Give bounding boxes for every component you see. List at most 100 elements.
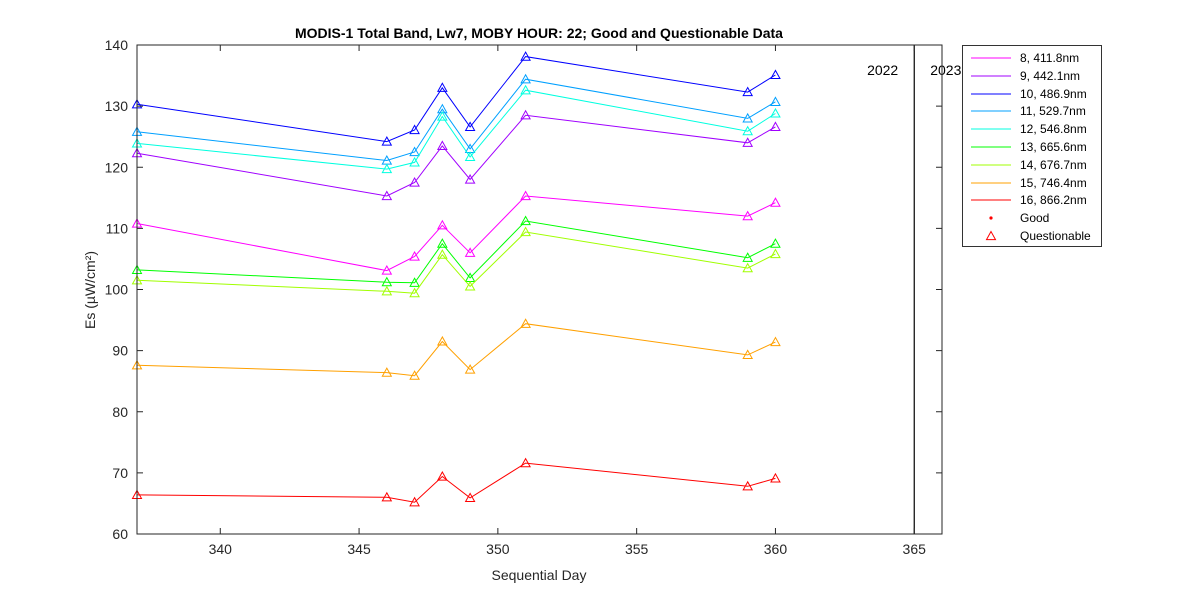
data-point [770, 197, 781, 207]
data-point [381, 276, 393, 287]
series-line [136, 114, 776, 197]
data-point [770, 121, 781, 132]
legend-item-1: 8, 411.8nm [963, 49, 1103, 67]
legend-swatch [969, 102, 1013, 120]
y-tick-label: 60 [112, 526, 128, 542]
legend-swatch [969, 138, 1013, 156]
x-tick-label: 340 [209, 541, 233, 557]
data-point [520, 73, 531, 84]
data-point [436, 219, 448, 230]
series-layer [131, 51, 781, 507]
plot-area [137, 45, 942, 534]
data-point [770, 96, 781, 106]
legend-label: Good [1020, 211, 1050, 226]
legend-item-7: 14, 676.7nm [963, 156, 1103, 174]
series-line [136, 231, 776, 294]
legend-item-4: 11, 529.7nm [963, 102, 1103, 120]
data-point [436, 249, 448, 259]
data-point [770, 238, 781, 248]
data-point [464, 151, 476, 161]
legend-label: 13, 665.6nm [1020, 140, 1087, 154]
legend-swatch [969, 120, 1013, 138]
data-point [520, 226, 531, 237]
data-point [436, 110, 448, 121]
data-point [436, 238, 448, 248]
legend: 8, 411.8nm 9, 442.1nm 10, 486.9nm 11, 529.7… [962, 45, 1102, 247]
legend-label: 11, 529.7nm [1020, 104, 1086, 119]
data-point [770, 248, 781, 259]
legend-item-3: 10, 486.9nm [963, 85, 1103, 103]
data-point [409, 496, 420, 507]
data-point [409, 370, 420, 380]
data-point [381, 285, 393, 296]
data-point [409, 177, 420, 187]
legend-item-5: 12, 546.8nm [963, 120, 1103, 138]
data-point [520, 84, 531, 95]
series-8 [131, 318, 781, 380]
data-point [742, 137, 754, 147]
data-point [742, 210, 754, 221]
y-tick-label: 110 [106, 220, 129, 236]
axes: 340 345 350 355 360 365 60 70 80 90 100 110 120 130 14… [105, 37, 943, 557]
data-point [464, 364, 476, 374]
legend-swatch [969, 227, 1013, 245]
legend-label: Questionable [1020, 229, 1091, 243]
data-point [436, 82, 448, 92]
data-point [742, 86, 754, 97]
data-point [742, 349, 754, 360]
data-point [409, 156, 420, 167]
series-9 [131, 457, 781, 507]
data-point [436, 471, 448, 481]
y-axis-label: Es (µW/cm²) [82, 251, 98, 329]
y-tick-label: 130 [105, 98, 129, 114]
series-line [136, 89, 776, 170]
data-point [770, 472, 781, 483]
data-point [770, 69, 781, 80]
x-tick-label: 350 [486, 541, 510, 557]
data-point [381, 190, 393, 201]
legend-label: 8, 411.8nm [1020, 51, 1080, 65]
year-divider: 2022 2023 [867, 45, 962, 534]
series-line [136, 220, 776, 284]
y-tick-label: 100 [105, 282, 129, 298]
year-label-left: 2022 [867, 62, 898, 78]
data-point [409, 287, 420, 298]
data-point [742, 262, 754, 273]
chart-title: MODIS-1 Total Band, Lw7, MOBY HOUR: 22; … [295, 25, 783, 41]
data-point [381, 265, 393, 275]
legend-label: 9, 442.1nm [1020, 68, 1081, 83]
legend-label: 15, 746.4nm [1020, 175, 1087, 190]
legend-swatch [969, 67, 1013, 85]
series-3 [131, 51, 781, 146]
legend-label: 10, 486.9nm [1020, 86, 1087, 101]
legend-swatch [969, 174, 1013, 192]
legend-item-2: 9, 442.1nm [963, 67, 1103, 85]
legend-item-6: 13, 665.6nm [963, 138, 1103, 156]
x-tick-label: 365 [903, 541, 927, 557]
legend-item-8: 15, 746.4nm [963, 174, 1103, 192]
y-tick-label: 120 [105, 159, 129, 175]
y-tick-label: 90 [112, 343, 128, 359]
legend-label: 14, 676.7nm [1020, 157, 1087, 172]
legend-swatch [969, 209, 1013, 227]
data-point [770, 336, 781, 347]
data-point [520, 318, 531, 328]
data-point [520, 109, 531, 120]
data-point [409, 146, 420, 157]
legend-swatch [969, 49, 1013, 67]
data-point [742, 125, 754, 136]
data-point [464, 121, 476, 132]
data-point [464, 173, 476, 184]
series-line [136, 195, 776, 272]
data-point [520, 51, 531, 61]
legend-item-9: 16, 866.2nm [963, 191, 1103, 209]
data-point [520, 215, 531, 226]
year-label-right: 2023 [930, 62, 961, 78]
x-tick-label: 355 [625, 541, 649, 557]
legend-marker-questionable: Questionable [963, 227, 1103, 245]
series-line [136, 462, 776, 503]
data-point [381, 367, 393, 377]
data-point [436, 335, 448, 346]
legend-swatch [969, 156, 1013, 174]
